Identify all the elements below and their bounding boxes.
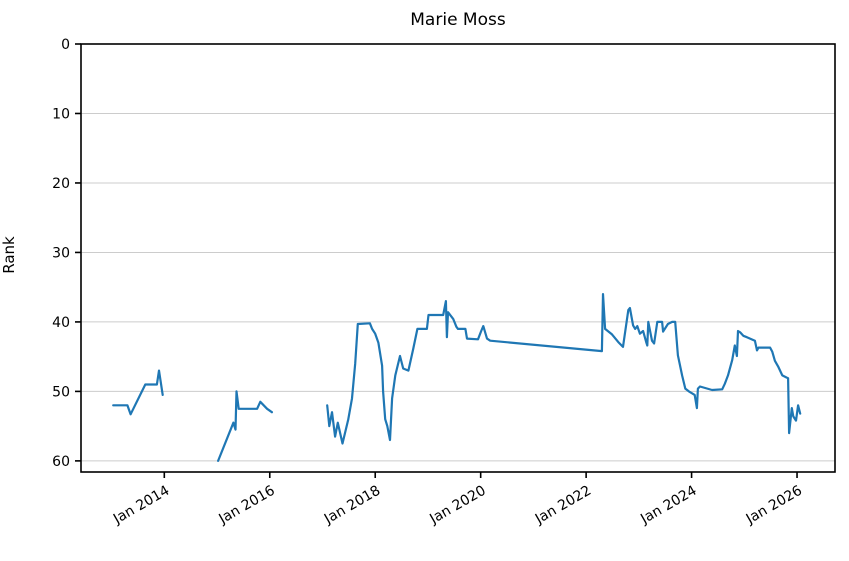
- rank-series-line: [217, 390, 273, 462]
- x-tick-label: Jan 2026: [743, 483, 805, 528]
- y-tick-label: 30: [52, 245, 70, 261]
- y-tick-label: 40: [52, 315, 70, 331]
- rank-series-line: [326, 293, 802, 445]
- x-tick-label: Jan 2014: [110, 483, 172, 528]
- x-tick-label: Jan 2024: [637, 483, 699, 528]
- rank-series-line: [112, 369, 164, 416]
- y-axis-label: Rank: [0, 236, 18, 274]
- chart-title: Marie Moss: [410, 10, 506, 30]
- x-tick-label: Jan 2016: [215, 483, 277, 528]
- y-tick-label: 0: [61, 37, 70, 53]
- y-tick-label: 10: [52, 106, 70, 122]
- y-tick-label: 50: [52, 384, 70, 400]
- axes-spines: [80, 43, 836, 473]
- y-tick-label: 60: [52, 454, 70, 470]
- y-tick-label: 20: [52, 176, 70, 192]
- x-tick-label: Jan 2018: [321, 483, 383, 528]
- x-tick-label: Jan 2020: [426, 483, 488, 528]
- x-tick-label: Jan 2022: [532, 483, 594, 528]
